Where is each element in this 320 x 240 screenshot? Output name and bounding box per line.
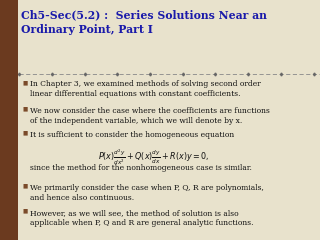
Text: It is sufficient to consider the homogeneous equation: It is sufficient to consider the homogen… bbox=[30, 131, 235, 139]
Text: However, as we will see, the method of solution is also
applicable when P, Q and: However, as we will see, the method of s… bbox=[30, 209, 254, 227]
Text: since the method for the nonhomogeneous case is similar.: since the method for the nonhomogeneous … bbox=[30, 164, 252, 172]
Text: Ch5-Sec(5.2) :  Series Solutions Near an
Ordinary Point, Part I: Ch5-Sec(5.2) : Series Solutions Near an … bbox=[21, 10, 267, 35]
Bar bbox=[0, 0, 18, 240]
Text: ■: ■ bbox=[22, 131, 28, 136]
Text: $P(x)\frac{d^2y}{dx^2}+Q(x)\frac{dy}{dx}+R(x)y=0,$: $P(x)\frac{d^2y}{dx^2}+Q(x)\frac{dy}{dx}… bbox=[98, 148, 209, 167]
Text: In Chapter 3, we examined methods of solving second order
linear differential eq: In Chapter 3, we examined methods of sol… bbox=[30, 80, 261, 98]
Text: ■: ■ bbox=[22, 184, 28, 189]
Text: ■: ■ bbox=[22, 209, 28, 214]
Text: ■: ■ bbox=[22, 80, 28, 85]
Text: ■: ■ bbox=[22, 107, 28, 112]
Text: We primarily consider the case when P, Q, R are polynomials,
and hence also cont: We primarily consider the case when P, Q… bbox=[30, 184, 264, 202]
Text: We now consider the case where the coefficients are functions
of the independent: We now consider the case where the coeff… bbox=[30, 107, 270, 125]
